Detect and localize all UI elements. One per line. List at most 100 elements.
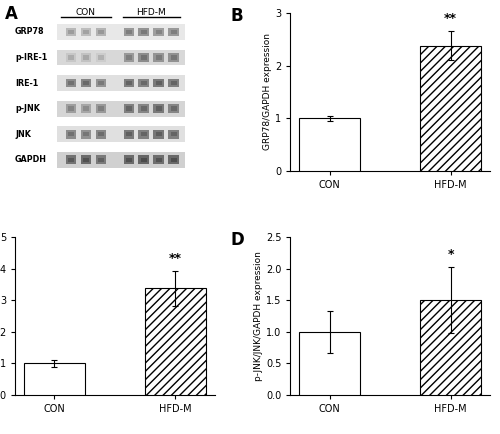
Bar (57, 75, 184, 91)
Bar (82, 132, 89, 136)
Bar (170, 132, 177, 136)
Bar (168, 79, 179, 87)
Bar (156, 158, 162, 162)
Bar (82, 81, 89, 85)
Bar (80, 53, 91, 62)
Bar (168, 28, 179, 36)
Text: p-IRE-1: p-IRE-1 (15, 53, 47, 62)
Bar (68, 30, 74, 34)
Bar (154, 130, 164, 138)
Text: GAPDH: GAPDH (15, 155, 47, 164)
Bar (124, 130, 134, 138)
Bar (156, 81, 162, 85)
Bar (126, 106, 132, 111)
Bar (82, 106, 89, 111)
Bar (96, 130, 106, 138)
Bar (124, 28, 134, 36)
Bar (140, 30, 147, 34)
Text: A: A (5, 5, 18, 23)
Bar (68, 56, 74, 60)
Bar (82, 158, 89, 162)
Bar (300, 118, 360, 171)
Text: B: B (230, 7, 243, 25)
Bar (66, 79, 76, 87)
Bar (420, 300, 481, 395)
Bar (68, 132, 74, 136)
Bar (420, 46, 481, 171)
Bar (140, 132, 147, 136)
Bar (98, 158, 104, 162)
Bar (156, 132, 162, 136)
Text: **: ** (169, 252, 182, 265)
Bar (168, 104, 179, 113)
Bar (138, 79, 149, 87)
Bar (126, 158, 132, 162)
Bar (126, 132, 132, 136)
Bar (57, 126, 184, 142)
Bar (80, 104, 91, 113)
Bar (154, 79, 164, 87)
Bar (154, 155, 164, 164)
Bar (154, 104, 164, 113)
Text: HFD-M: HFD-M (136, 8, 166, 17)
Bar (80, 28, 91, 36)
Bar (156, 56, 162, 60)
Text: IRE-1: IRE-1 (15, 79, 38, 88)
Bar (124, 104, 134, 113)
Bar (96, 28, 106, 36)
Bar (154, 53, 164, 62)
Bar (98, 132, 104, 136)
Text: *: * (448, 248, 454, 261)
Bar (156, 30, 162, 34)
Bar (68, 158, 74, 162)
Bar (96, 155, 106, 164)
Bar (82, 30, 89, 34)
Bar (300, 332, 360, 395)
Text: p-JNK: p-JNK (15, 104, 40, 113)
Bar (138, 130, 149, 138)
Bar (170, 81, 177, 85)
Bar (80, 155, 91, 164)
Bar (140, 56, 147, 60)
Bar (145, 288, 206, 395)
Bar (98, 56, 104, 60)
Bar (98, 106, 104, 111)
Bar (126, 81, 132, 85)
Bar (170, 158, 177, 162)
Bar (96, 104, 106, 113)
Bar (24, 363, 84, 395)
Bar (138, 53, 149, 62)
Bar (66, 28, 76, 36)
Bar (96, 53, 106, 62)
Y-axis label: p-JNK/JNK/GAPDH expression: p-JNK/JNK/GAPDH expression (254, 251, 263, 381)
Bar (140, 158, 147, 162)
Bar (80, 79, 91, 87)
Text: GRP78: GRP78 (15, 27, 44, 36)
Bar (98, 81, 104, 85)
Text: **: ** (444, 12, 457, 25)
Bar (124, 53, 134, 62)
Bar (140, 81, 147, 85)
Bar (80, 130, 91, 138)
Bar (96, 79, 106, 87)
Bar (57, 152, 184, 168)
Bar (66, 53, 76, 62)
Bar (124, 79, 134, 87)
Bar (57, 49, 184, 66)
Text: JNK: JNK (15, 130, 31, 139)
Bar (170, 106, 177, 111)
Bar (66, 130, 76, 138)
Bar (66, 155, 76, 164)
Bar (138, 28, 149, 36)
Bar (126, 56, 132, 60)
Bar (57, 24, 184, 40)
Bar (138, 155, 149, 164)
Bar (57, 101, 184, 117)
Bar (66, 104, 76, 113)
Y-axis label: GRP78/GAPDH expression: GRP78/GAPDH expression (264, 33, 272, 151)
Bar (98, 30, 104, 34)
Bar (156, 106, 162, 111)
Bar (170, 56, 177, 60)
Bar (168, 155, 179, 164)
Bar (140, 106, 147, 111)
